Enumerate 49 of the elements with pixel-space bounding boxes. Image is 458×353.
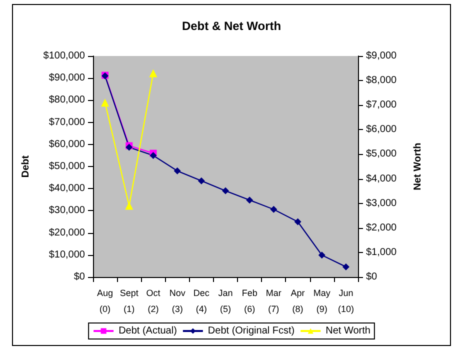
x-tick-label: Jan (5)	[218, 288, 233, 314]
y2-tick-label: $2,000	[366, 222, 398, 234]
x-tick-label: Nov (3)	[169, 288, 186, 314]
x-tick-label: Oct (2)	[146, 288, 161, 314]
y-tick-label: $20,000	[48, 227, 86, 238]
x-tick-label: Apr (8)	[290, 288, 305, 314]
y-tick-label: $70,000	[48, 116, 86, 128]
y2-axis-title: Net Worth	[412, 142, 424, 190]
point	[222, 187, 229, 194]
y-tick-label: $30,000	[48, 205, 86, 216]
point	[198, 177, 205, 184]
y-tick-label: $0	[74, 272, 86, 282]
point	[174, 167, 181, 174]
point	[125, 202, 134, 210]
point	[270, 206, 278, 213]
point	[294, 218, 302, 226]
point	[246, 196, 254, 204]
point	[149, 69, 158, 78]
x-tick-label: Mar (7)	[266, 288, 282, 314]
y2-tick-label: $4,000	[366, 173, 398, 184]
chart-title: Debt & Net Worth	[182, 19, 282, 33]
y2-tick-label: $0	[366, 272, 378, 282]
point	[101, 98, 110, 107]
y-tick-label: $60,000	[48, 138, 86, 150]
point	[318, 252, 326, 259]
y2-tick-label: $8,000	[366, 75, 398, 86]
y-axis-title: Debt	[20, 154, 32, 178]
y-tick-label: $80,000	[48, 94, 86, 106]
y-tick-label: $100,000	[43, 50, 86, 62]
y2-tick-label: $6,000	[366, 124, 398, 136]
point	[342, 263, 350, 270]
x-tick-label: Dec (4)	[193, 288, 210, 314]
x-tick-label: May (9)	[313, 288, 331, 314]
x-tick-label: Aug (0)	[97, 288, 114, 314]
legend-label: Debt (Actual)	[118, 326, 177, 336]
y2-tick-label: $3,000	[366, 198, 398, 209]
y2-tick-label: $7,000	[366, 100, 398, 111]
y-tick-label: $10,000	[48, 249, 86, 260]
legend-label: Net Worth	[326, 326, 370, 336]
x-tick-label: Sept (1)	[120, 288, 139, 314]
x-tick-label: Feb (6)	[242, 288, 258, 314]
y-tick-label: $40,000	[48, 183, 86, 194]
y2-tick-label: $1,000	[366, 246, 398, 258]
y2-tick-label: $5,000	[366, 148, 398, 160]
legend-label: Debt (Original Fcst)	[208, 326, 295, 336]
x-tick-label: Jun (10)	[338, 288, 354, 314]
y-tick-label: $90,000	[48, 72, 86, 84]
y2-tick-label: $9,000	[366, 50, 398, 62]
y-tick-label: $50,000	[48, 161, 86, 172]
